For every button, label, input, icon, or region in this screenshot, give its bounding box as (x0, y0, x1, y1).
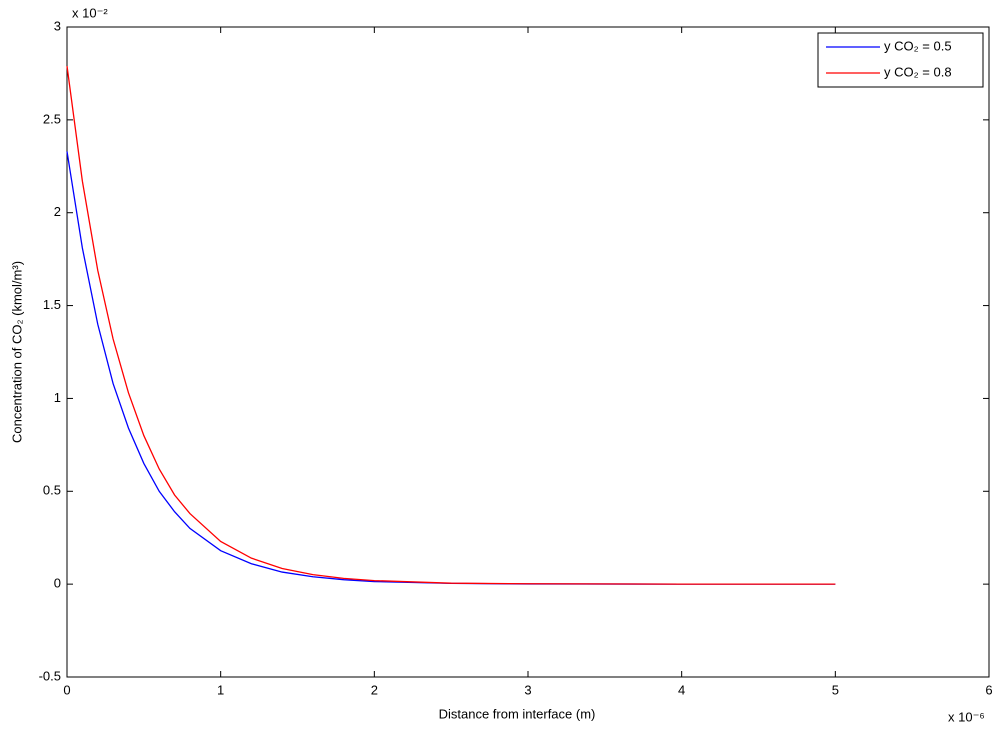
x-tick-label: 6 (985, 682, 992, 697)
legend-box (817, 32, 984, 88)
y-axis-label: Concentration of CO₂ (kmol/m³) (9, 261, 24, 443)
plot-area (66, 26, 990, 678)
y-tick-label: 2 (54, 204, 61, 219)
legend-label: y CO₂ = 0.5 (884, 38, 952, 53)
x-tick-label: 5 (832, 682, 839, 697)
data-line (66, 65, 836, 585)
y-tick-label: -0.5 (39, 668, 61, 683)
x-tick-label: 4 (678, 682, 685, 697)
y-tick-label: 2.5 (43, 111, 61, 126)
x-multiplier: x 10⁻⁶ (948, 709, 985, 724)
y-tick-label: 1 (54, 390, 61, 405)
y-multiplier: x 10⁻² (72, 5, 108, 20)
x-axis-label: Distance from interface (m) (439, 706, 596, 721)
y-tick-label: 0.5 (43, 483, 61, 498)
x-tick-label: 0 (63, 682, 70, 697)
y-tick-label: 3 (54, 18, 61, 33)
x-tick-label: 3 (524, 682, 531, 697)
x-tick-label: 2 (371, 682, 378, 697)
y-tick-label: 1.5 (43, 297, 61, 312)
x-tick-label: 1 (217, 682, 224, 697)
y-tick-label: 0 (54, 576, 61, 591)
legend-label: y CO₂ = 0.8 (884, 64, 952, 79)
